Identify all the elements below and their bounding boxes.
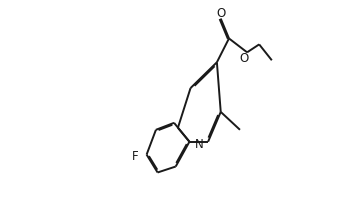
Text: O: O — [216, 7, 226, 20]
Text: O: O — [239, 52, 248, 65]
Text: N: N — [194, 138, 203, 151]
Text: F: F — [132, 150, 139, 163]
